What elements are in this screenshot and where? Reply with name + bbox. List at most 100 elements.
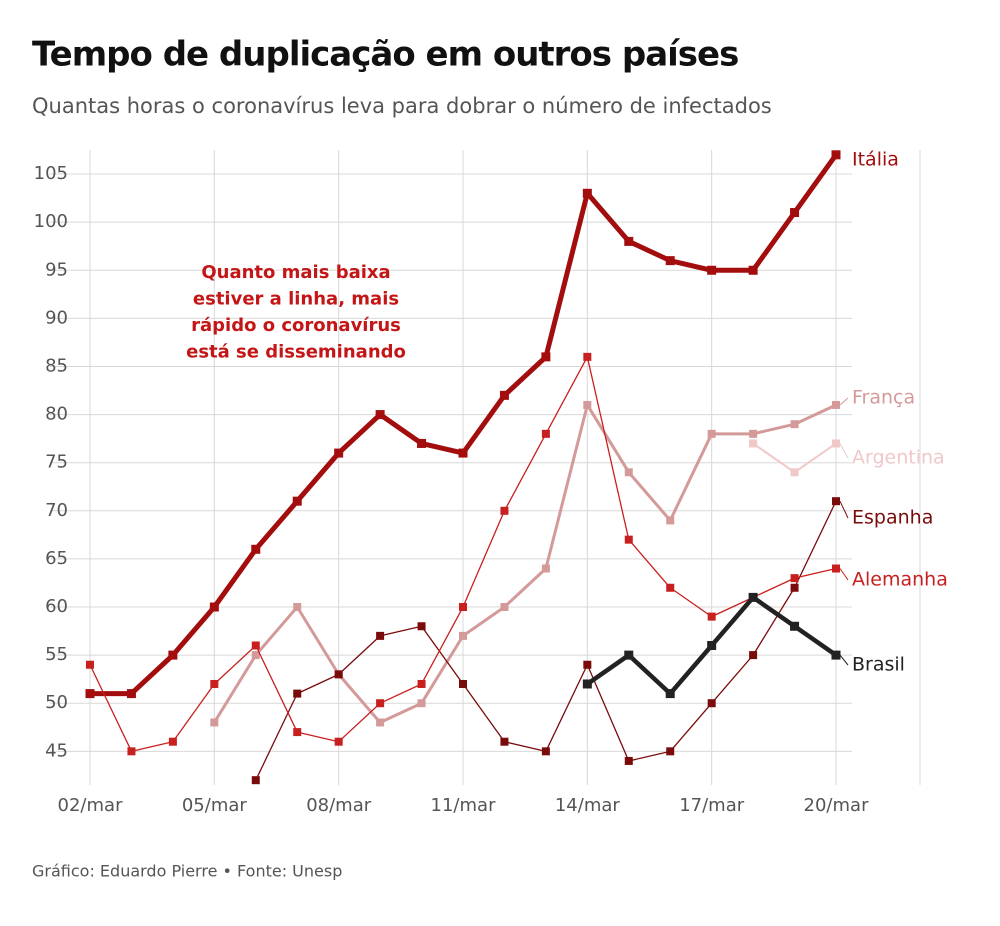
marker: [624, 650, 634, 660]
marker: [127, 747, 136, 756]
marker: [831, 150, 841, 160]
marker: [210, 718, 219, 727]
y-tick-label: 50: [45, 692, 68, 713]
marker: [707, 265, 717, 275]
leader-line: [839, 500, 849, 519]
marker: [168, 737, 177, 746]
marker: [707, 640, 717, 650]
leader-line: [839, 443, 849, 459]
marker: [790, 208, 800, 218]
marker: [624, 535, 633, 544]
x-tick-label: 02/mar: [58, 795, 124, 816]
marker: [624, 236, 634, 246]
marker: [251, 641, 260, 650]
series-line: [752, 442, 837, 474]
y-tick-label: 100: [34, 211, 68, 232]
y-tick-label: 60: [45, 596, 68, 617]
marker: [375, 410, 385, 420]
marker: [210, 679, 219, 688]
x-tick-label: 08/mar: [306, 795, 372, 816]
annotation: Quanto mais baixa: [201, 262, 390, 283]
marker: [251, 544, 261, 554]
marker: [500, 506, 509, 515]
marker: [665, 689, 675, 699]
y-tick-label: 85: [45, 355, 68, 376]
marker: [707, 429, 716, 438]
marker: [790, 468, 799, 477]
y-tick-label: 105: [34, 163, 68, 184]
marker: [168, 650, 178, 660]
marker: [583, 400, 592, 409]
marker: [790, 420, 799, 429]
marker: [85, 689, 95, 699]
marker: [459, 603, 467, 612]
leader-line: [839, 568, 849, 581]
leader-line: [839, 654, 849, 666]
y-tick-label: 45: [45, 740, 68, 761]
marker: [500, 603, 509, 612]
marker: [293, 603, 302, 612]
chart-title: Tempo de duplicação em outros países: [32, 35, 738, 75]
marker: [417, 622, 426, 631]
leader-line: [839, 397, 849, 406]
y-tick-label: 80: [45, 404, 68, 425]
marker: [624, 468, 633, 477]
marker: [707, 699, 716, 708]
marker: [666, 747, 675, 756]
y-tick-label: 95: [45, 259, 68, 280]
marker: [126, 689, 136, 699]
marker: [292, 496, 302, 506]
marker: [209, 602, 219, 612]
x-tick-label: 20/mar: [804, 795, 870, 816]
x-tick-label: 11/mar: [431, 795, 497, 816]
marker: [458, 448, 468, 458]
marker: [293, 728, 302, 737]
series-label: Argentina: [852, 447, 945, 469]
series-label: Itália: [852, 149, 899, 171]
marker: [749, 439, 758, 448]
series-label: Brasil: [852, 654, 905, 676]
marker: [832, 439, 840, 448]
marker: [459, 631, 467, 640]
y-tick-label: 75: [45, 452, 68, 473]
marker: [417, 699, 426, 708]
series-label: Alemanha: [852, 569, 948, 591]
marker: [749, 651, 758, 660]
marker: [665, 256, 675, 266]
marker: [334, 670, 343, 679]
marker: [251, 651, 260, 660]
marker: [376, 718, 385, 727]
marker: [582, 679, 592, 689]
marker: [251, 776, 260, 785]
y-tick-label: 90: [45, 307, 68, 328]
x-tick-label: 17/mar: [679, 795, 745, 816]
marker: [583, 660, 592, 669]
marker: [790, 574, 799, 583]
series-line: [213, 403, 837, 724]
marker: [541, 352, 551, 362]
x-tick-label: 05/mar: [182, 795, 248, 816]
marker: [666, 583, 675, 592]
x-tick-label: 14/mar: [555, 795, 621, 816]
marker: [749, 429, 758, 438]
marker: [832, 400, 840, 409]
marker: [583, 352, 592, 361]
marker: [376, 699, 385, 708]
marker: [417, 438, 427, 448]
marker: [500, 737, 509, 746]
annotation: está se disseminando: [186, 342, 406, 363]
marker: [707, 612, 716, 621]
marker: [748, 265, 758, 275]
marker: [666, 516, 675, 525]
marker: [831, 650, 841, 660]
series-label: França: [852, 387, 915, 409]
y-tick-label: 70: [45, 500, 68, 521]
series-label: Espanha: [852, 507, 933, 529]
chart-subtitle: Quantas horas o coronavírus leva para do…: [32, 94, 772, 118]
marker: [832, 497, 840, 506]
marker: [541, 429, 550, 438]
marker: [748, 592, 758, 602]
marker: [459, 679, 467, 688]
marker: [582, 188, 592, 198]
